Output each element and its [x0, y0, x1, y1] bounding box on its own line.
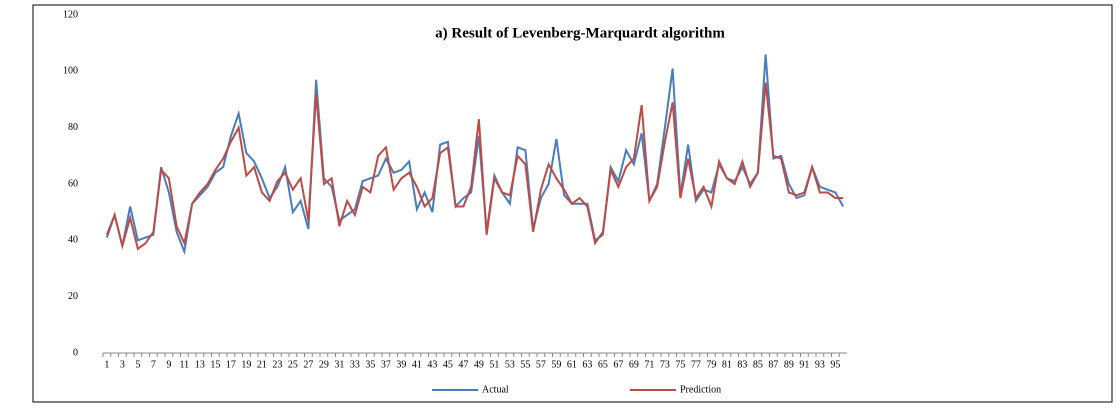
x-tick-label: 85 [753, 359, 763, 370]
x-tick-label: 55 [520, 359, 530, 370]
x-tick-label: 19 [241, 359, 251, 370]
x-tick-label: 13 [195, 359, 205, 370]
x-tick-label: 29 [319, 359, 329, 370]
y-tick-label: 80 [68, 122, 78, 133]
x-tick-label: 15 [210, 359, 220, 370]
x-tick-label: 37 [381, 359, 391, 370]
y-tick-label: 100 [63, 66, 78, 77]
x-tick-label: 45 [443, 359, 453, 370]
y-tick-label: 20 [68, 291, 78, 302]
x-tick-label: 35 [365, 359, 375, 370]
x-tick-label: 31 [334, 359, 344, 370]
x-tick-label: 73 [660, 359, 670, 370]
x-tick-label: 81 [722, 359, 732, 370]
x-tick-label: 75 [675, 359, 685, 370]
x-tick-label: 25 [288, 359, 298, 370]
x-tick-label: 17 [226, 359, 236, 370]
legend-label: Actual [482, 384, 509, 395]
x-tick-label: 39 [396, 359, 406, 370]
x-tick-label: 87 [768, 359, 778, 370]
y-tick-label: 40 [68, 235, 78, 246]
x-tick-label: 71 [644, 359, 654, 370]
x-tick-label: 57 [536, 359, 546, 370]
x-tick-label: 9 [166, 359, 171, 370]
x-tick-label: 79 [706, 359, 716, 370]
x-tick-label: 93 [815, 359, 825, 370]
x-tick-label: 7 [151, 359, 156, 370]
legend-label: Prediction [680, 384, 721, 395]
y-tick-label: 0 [73, 347, 78, 358]
x-tick-label: 41 [412, 359, 422, 370]
y-tick-label: 60 [68, 178, 78, 189]
x-tick-label: 91 [799, 359, 809, 370]
x-tick-label: 3 [120, 359, 125, 370]
x-tick-label: 53 [505, 359, 515, 370]
x-tick-label: 27 [303, 359, 313, 370]
chart-title: a) Result of Levenberg-Marquardt algorit… [435, 25, 725, 41]
series-line [105, 82, 844, 251]
x-tick-label: 67 [613, 359, 623, 370]
x-tick-label: 51 [489, 359, 499, 370]
x-tick-label: 1 [104, 359, 109, 370]
x-tick-label: 23 [272, 359, 282, 370]
x-tick-label: 89 [784, 359, 794, 370]
x-tick-label: 61 [567, 359, 577, 370]
x-tick-label: 33 [350, 359, 360, 370]
x-tick-label: 47 [458, 359, 468, 370]
x-tick-label: 43 [427, 359, 437, 370]
x-tick-label: 5 [135, 359, 140, 370]
x-tick-label: 95 [830, 359, 840, 370]
x-tick-label: 59 [551, 359, 561, 370]
y-tick-label: 120 [63, 9, 78, 20]
x-tick-label: 65 [598, 359, 608, 370]
x-tick-label: 77 [691, 359, 701, 370]
x-tick-label: 21 [257, 359, 267, 370]
x-tick-label: 83 [737, 359, 747, 370]
x-tick-label: 63 [582, 359, 592, 370]
x-tick-label: 11 [180, 359, 190, 370]
x-tick-label: 69 [629, 359, 639, 370]
x-tick-label: 49 [474, 359, 484, 370]
